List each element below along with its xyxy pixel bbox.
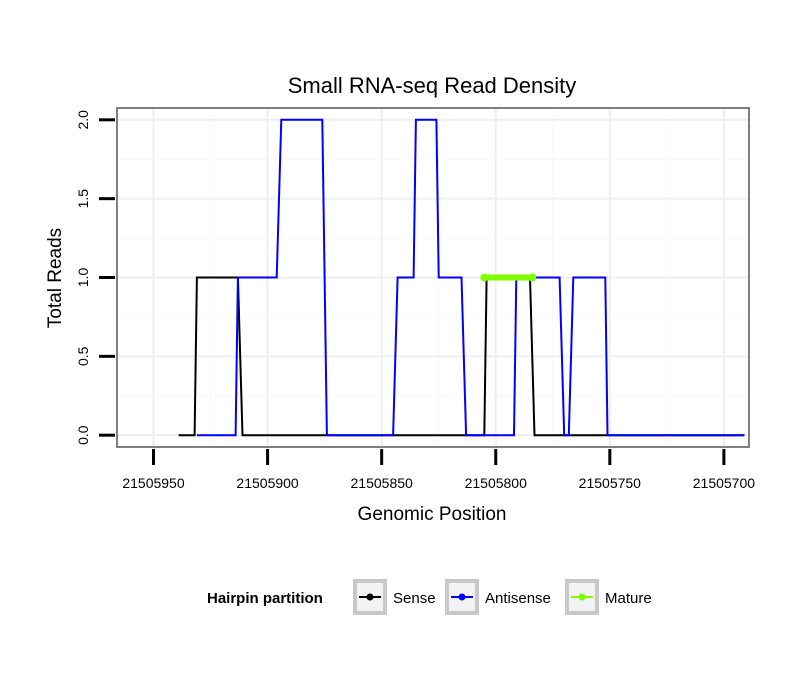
legend-key-point: [458, 593, 466, 601]
y-tick-label: 2.0: [75, 110, 91, 130]
y-axis-title: Total Reads: [45, 228, 66, 328]
legend: Hairpin partition Sense Antisense Mature: [207, 579, 652, 615]
y-tick-label: 1.5: [75, 189, 91, 209]
y-tick-label: 0.0: [75, 425, 91, 445]
legend-label-sense: Sense: [393, 590, 436, 607]
legend-label-antisense: Antisense: [485, 590, 551, 607]
series-layer: [178, 118, 745, 437]
legend-title: Hairpin partition: [207, 590, 323, 607]
mature-point: [480, 273, 489, 282]
legend-key-point: [366, 593, 374, 601]
x-axis: 21505950 21505900 21505850 21505800 21505750…: [122, 449, 755, 491]
y-tick-label: 1.0: [75, 268, 91, 288]
chart-title: Small RNA-seq Read Density: [288, 73, 577, 98]
x-tick-label: 21505800: [465, 475, 528, 491]
x-axis-title: Genomic Position: [358, 504, 507, 525]
x-tick-label: 21505750: [579, 475, 642, 491]
legend-label-mature: Mature: [605, 590, 652, 607]
x-tick-label: 21505900: [236, 475, 299, 491]
plot-panel-border: [116, 107, 750, 448]
x-tick-label: 21505950: [122, 475, 185, 491]
y-tick-label: 0.5: [75, 346, 91, 366]
mature-point: [528, 273, 537, 282]
legend-key-point: [578, 593, 586, 601]
x-tick-label: 21505850: [351, 475, 414, 491]
y-axis: 0.0 0.5 1.0 1.5 2.0: [75, 110, 115, 445]
series-line-antisense: [196, 118, 745, 437]
x-tick-label: 21505700: [693, 475, 756, 491]
